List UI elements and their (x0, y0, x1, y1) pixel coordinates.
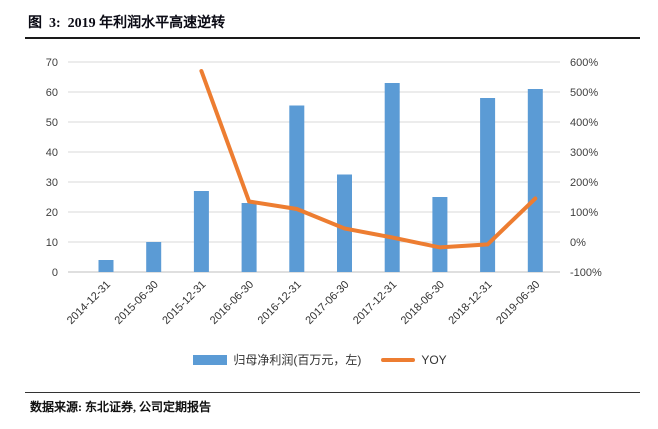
legend-item-netprofit: 归母净利润(百万元，左) (193, 351, 361, 368)
net-profit-bar (527, 89, 543, 272)
x-axis-category-label: 2018-06-30 (399, 279, 447, 327)
legend-label-yoy: YOY (421, 352, 447, 367)
left-axis-tick-label: 20 (46, 207, 58, 219)
net-profit-bar (337, 174, 352, 272)
right-axis-tick-label: 600% (570, 57, 598, 69)
x-axis-category-label: 2018-12-31 (446, 279, 494, 327)
x-axis-category-label: 2015-12-31 (160, 279, 208, 327)
right-axis-tick-label: -100% (570, 267, 602, 279)
right-axis-tick-label: 400% (570, 117, 598, 129)
x-axis-category-label: 2019-06-30 (494, 279, 542, 327)
line-series-swatch (381, 357, 416, 362)
net-profit-bar (146, 242, 162, 272)
title-rule (25, 37, 640, 39)
chart-plot-area: 0 10 20 30 40 50 60 70 -100% 0% 100% 200% 300% 400% 50… (46, 57, 602, 327)
left-axis-tick-label: 50 (46, 117, 58, 129)
chart-legend: 归母净利润(百万元，左) YOY (0, 351, 640, 368)
net-profit-bar (384, 83, 400, 272)
net-profit-bar (480, 98, 496, 272)
yoy-line (199, 69, 538, 250)
left-axis-tick-label: 70 (46, 57, 58, 69)
left-axis-tick-label: 60 (46, 87, 58, 99)
net-profit-bar (193, 191, 209, 272)
right-axis-tick-label: 0% (570, 237, 586, 249)
right-axis-tick-label: 500% (570, 87, 598, 99)
net-profit-bar (241, 203, 257, 272)
net-profit-bar (289, 105, 305, 272)
x-axis-category-label: 2014-12-31 (65, 279, 113, 327)
net-profit-bar (98, 260, 114, 272)
legend-label-netprofit: 归母净利润(百万元，左) (233, 353, 362, 367)
right-axis-tick-label: 300% (570, 147, 598, 159)
legend-item-yoy: YOY (381, 352, 447, 367)
x-axis-category-label: 2017-06-30 (303, 279, 351, 327)
left-axis-tick-label: 10 (46, 237, 58, 249)
right-axis-tick-label: 100% (570, 207, 598, 219)
left-axis-tick-label: 40 (46, 147, 58, 159)
x-axis-category-label: 2015-06-30 (113, 279, 161, 327)
x-axis-category-label: 2017-12-31 (351, 279, 399, 327)
net-profit-bar (432, 197, 448, 272)
figure-title: 图 3: 2019 年利润水平高速逆转 (28, 16, 226, 31)
footer-rule (25, 392, 640, 393)
x-axis-category-label: 2016-06-30 (208, 279, 256, 327)
combo-chart: 0 10 20 30 40 50 60 70 -100% 0% 100% 200% 300% 400% 50… (0, 48, 658, 378)
left-axis-tick-label: 30 (46, 177, 58, 189)
right-axis-tick-label: 200% (570, 177, 598, 189)
left-axis-tick-label: 0 (52, 267, 58, 279)
bar-series-swatch (193, 354, 228, 365)
data-source-note: 数据来源: 东北证券, 公司定期报告 (30, 400, 211, 414)
x-axis-category-label: 2016-12-31 (256, 279, 304, 327)
